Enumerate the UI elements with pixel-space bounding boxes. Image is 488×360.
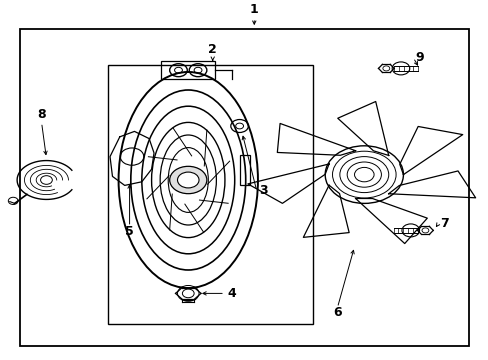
Circle shape (169, 166, 206, 194)
Circle shape (177, 172, 199, 188)
Text: 9: 9 (415, 51, 424, 64)
Text: 5: 5 (125, 225, 134, 238)
Bar (161, 61, 215, 79)
Bar (239, 155, 250, 185)
Text: 3: 3 (259, 184, 267, 197)
Text: 2: 2 (208, 43, 217, 56)
Text: 4: 4 (227, 287, 236, 300)
Text: 6: 6 (332, 306, 341, 319)
Bar (107, 65, 312, 324)
Text: 7: 7 (439, 217, 448, 230)
Text: 8: 8 (37, 108, 46, 121)
Bar (20, 29, 468, 346)
Text: 1: 1 (249, 3, 258, 16)
